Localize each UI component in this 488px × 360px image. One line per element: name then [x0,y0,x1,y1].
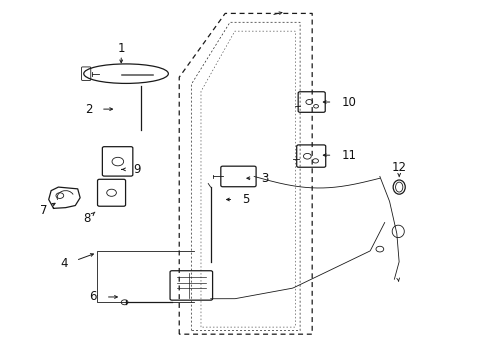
Text: 2: 2 [84,103,92,116]
Text: 3: 3 [261,172,268,185]
Text: 7: 7 [40,204,47,217]
Text: 4: 4 [61,257,68,270]
Text: 12: 12 [391,161,406,174]
Text: 10: 10 [341,95,355,108]
Text: 6: 6 [89,291,97,303]
Text: 11: 11 [341,149,355,162]
Text: 8: 8 [83,212,91,225]
Text: 1: 1 [117,42,125,55]
Text: 9: 9 [133,163,141,176]
Text: 5: 5 [242,193,249,206]
